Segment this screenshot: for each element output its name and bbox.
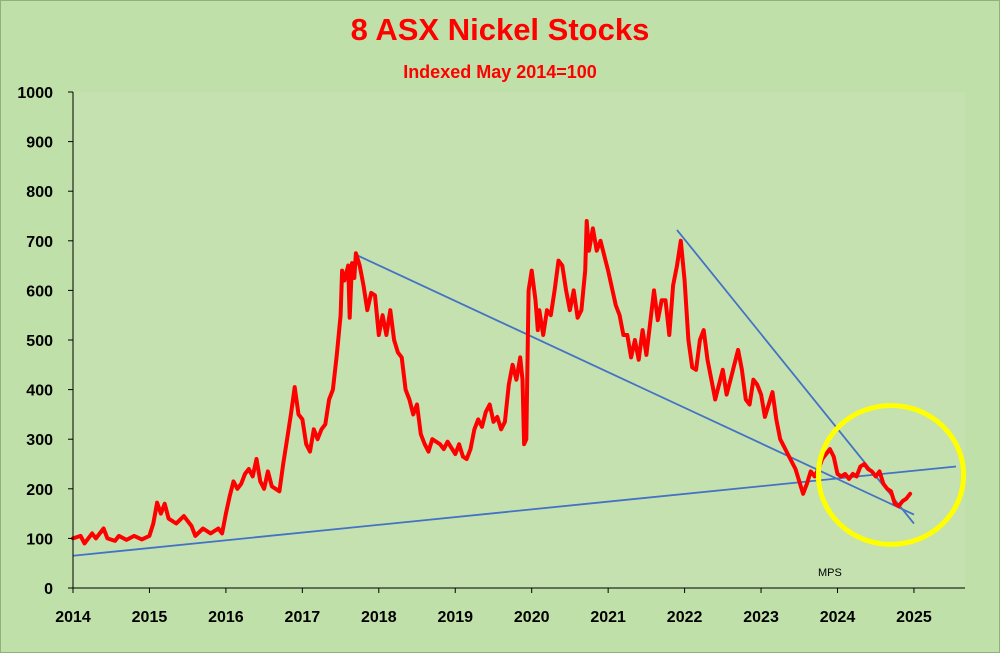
x-tick-label: 2025 (896, 609, 932, 626)
y-tick-label: 1000 (17, 85, 53, 102)
chart-subtitle: Indexed May 2014=100 (403, 62, 597, 82)
y-tick-label: 200 (26, 482, 53, 499)
y-tick-label: 600 (26, 283, 53, 300)
y-tick-label: 800 (26, 184, 53, 201)
x-tick-label: 2024 (820, 609, 856, 626)
x-tick-label: 2018 (361, 609, 397, 626)
y-tick-label: 300 (26, 432, 53, 449)
x-tick-label: 2019 (437, 609, 473, 626)
y-tick-label: 100 (26, 531, 53, 548)
highlight-circle (815, 402, 967, 547)
y-tick-label: 500 (26, 333, 53, 350)
series-line-1 (71, 219, 913, 546)
x-tick-label: 2014 (55, 609, 91, 626)
x-tick-label: 2021 (590, 609, 626, 626)
x-tick-label: 2015 (132, 609, 168, 626)
annotation-mps: MPS (818, 567, 842, 579)
y-tick-label: 900 (26, 135, 53, 152)
y-tick-label: 400 (26, 383, 53, 400)
x-tick-label: 2022 (667, 609, 703, 626)
y-tick-label: 700 (26, 234, 53, 251)
chart-title: 8 ASX Nickel Stocks (350, 12, 650, 47)
plot-area (73, 92, 965, 588)
x-tick-label: 2016 (208, 609, 244, 626)
x-tick-label: 2017 (285, 609, 321, 626)
x-tick-label: 2023 (743, 609, 779, 626)
y-tick-label: 0 (44, 581, 53, 598)
x-tick-label: 2020 (514, 609, 550, 626)
